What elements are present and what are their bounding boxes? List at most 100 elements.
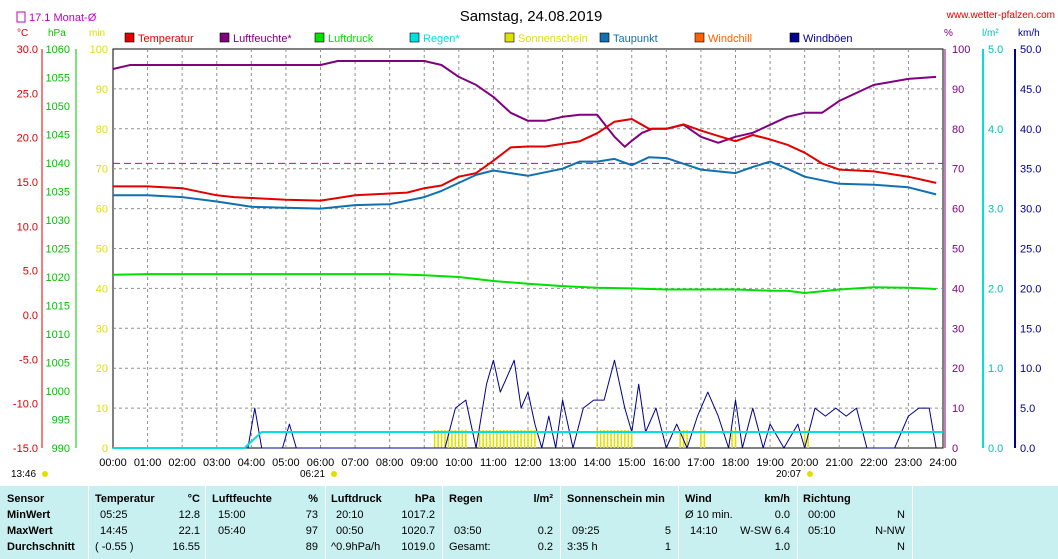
hpa-tick-label: 1050 xyxy=(46,101,70,113)
stats-sun-max-time: 09:25 xyxy=(572,525,600,537)
pct-tick-label: 90 xyxy=(952,84,964,96)
unit-kmh: km/h xyxy=(1018,28,1040,39)
stats-dir-max: N-NW xyxy=(875,525,905,537)
temp-tick-label: -5.0 xyxy=(19,354,38,366)
hpa-tick-label: 1015 xyxy=(46,301,70,313)
stats-dir-avg: N xyxy=(897,541,905,553)
stats-hum-min: 73 xyxy=(305,509,318,521)
stats-temp-avg: 16.55 xyxy=(172,541,200,553)
stats-rain-unit: l/m² xyxy=(533,493,553,505)
legend-label: Temperatur xyxy=(138,33,194,45)
hpa-tick-label: 1045 xyxy=(46,130,70,142)
kmh-tick-label: 30.0 xyxy=(1020,204,1041,216)
hpa-tick-label: 1020 xyxy=(46,272,70,284)
kmh-tick-label: 40.0 xyxy=(1020,124,1041,136)
stats-hum-unit: % xyxy=(308,493,318,505)
stats-temp-max-time: 14:45 xyxy=(100,525,128,537)
x-tick-label: 11:00 xyxy=(480,457,507,469)
stats-press-min-time: 20:10 xyxy=(336,509,364,521)
x-tick-label: 12:00 xyxy=(514,457,542,469)
rain-tick-label: 5.0 xyxy=(988,44,1003,56)
rain-tick-label: 1.0 xyxy=(988,363,1003,375)
site-url[interactable]: www.wetter-pfalzen.com xyxy=(946,10,1055,21)
stats-divider xyxy=(442,486,443,559)
stats-sun-avg: 1 xyxy=(664,541,671,553)
x-tick-label: 10:00 xyxy=(445,457,473,469)
stats-row-max: MaxWert xyxy=(7,525,53,537)
stats-temp-max: 22.1 xyxy=(178,525,200,537)
legend-label: Windchill xyxy=(708,33,752,45)
stats-hum-avg: 89 xyxy=(305,541,318,553)
series-line-temperatur xyxy=(113,118,937,202)
hpa-tick-label: 1025 xyxy=(46,244,70,256)
rain-tick-label: 3.0 xyxy=(988,204,1003,216)
legend-swatch xyxy=(314,32,325,43)
stats-rain-max-time: 03:50 xyxy=(454,525,482,537)
rain-tick-label: 0.0 xyxy=(988,443,1003,455)
series-line-regen xyxy=(113,431,943,449)
stats-hum-max-time: 05:40 xyxy=(218,525,246,537)
x-tick-label: 19:00 xyxy=(756,457,784,469)
temp-tick-label: 15.0 xyxy=(17,177,38,189)
stats-temp-unit: °C xyxy=(187,493,200,505)
legend-label: Regen* xyxy=(423,33,460,45)
kmh-tick-label: 35.0 xyxy=(1020,164,1041,176)
stats-sun-total: 3:35 h xyxy=(567,541,598,553)
hpa-tick-label: 1010 xyxy=(46,329,70,341)
stats-sensor-title: Sensor xyxy=(7,493,45,505)
temp-tick-label: 20.0 xyxy=(17,133,38,145)
hpa-tick-label: 1035 xyxy=(46,187,70,199)
x-tick-label: 17:00 xyxy=(687,457,715,469)
stats-press-max: 1020.7 xyxy=(401,525,435,537)
sun-icon xyxy=(42,471,48,477)
pct-tick-label: 40 xyxy=(952,283,964,295)
min-tick-label: 40 xyxy=(96,283,108,295)
x-tick-label: 20:00 xyxy=(791,457,819,469)
temp-tick-label: -15.0 xyxy=(13,443,38,455)
hpa-tick-label: 1040 xyxy=(46,158,70,170)
stats-divider xyxy=(205,486,206,559)
legend-swatch xyxy=(599,32,610,43)
x-tick-label: 14:00 xyxy=(583,457,611,469)
x-tick-label: 04:00 xyxy=(238,457,266,469)
x-tick-label: 15:00 xyxy=(618,457,646,469)
stats-press-max-time: 00:50 xyxy=(336,525,364,537)
temp-tick-label: 10.0 xyxy=(17,221,38,233)
unit-hpa: hPa xyxy=(48,28,66,39)
month-avg-label: 17.1 Monat-Ø xyxy=(29,12,97,24)
stats-dir-min-time: 00:00 xyxy=(808,509,836,521)
min-tick-label: 90 xyxy=(96,84,108,96)
stats-temp-min: 12.8 xyxy=(178,509,200,521)
stats-sun-title: Sonnenschein min xyxy=(567,493,665,505)
stats-temp-trend: ( -0.55 ) xyxy=(95,541,134,553)
daylight-label: 13:46 xyxy=(11,469,36,480)
pct-tick-label: 50 xyxy=(952,244,964,256)
x-tick-label: 22:00 xyxy=(860,457,888,469)
x-tick-label: 18:00 xyxy=(722,457,750,469)
temp-tick-label: 5.0 xyxy=(23,266,38,278)
stats-row-avg: Durchschnitt xyxy=(7,541,75,553)
series-line-luftfeuchte xyxy=(112,60,937,148)
pct-tick-label: 0 xyxy=(952,443,958,455)
hpa-tick-label: 1005 xyxy=(46,358,70,370)
x-tick-label: 08:00 xyxy=(376,457,404,469)
stats-temp-min-time: 05:25 xyxy=(100,509,128,521)
stats-sun-max: 5 xyxy=(664,525,671,537)
kmh-tick-label: 50.0 xyxy=(1020,44,1041,56)
pct-tick-label: 80 xyxy=(952,124,964,136)
temp-tick-label: 30.0 xyxy=(17,44,38,56)
stats-dir-max-time: 05:10 xyxy=(808,525,836,537)
pct-tick-label: 20 xyxy=(952,363,964,375)
pct-tick-label: 30 xyxy=(952,323,964,335)
legend-label: Luftdruck xyxy=(328,33,374,45)
month-avg-marker xyxy=(16,11,26,23)
x-tick-label: 02:00 xyxy=(168,457,196,469)
stats-divider xyxy=(797,486,798,559)
hpa-tick-label: 1055 xyxy=(46,73,70,85)
x-tick-label: 06:00 xyxy=(307,457,335,469)
series-line-taupunkt xyxy=(113,156,937,210)
pct-tick-label: 70 xyxy=(952,164,964,176)
min-tick-label: 10 xyxy=(96,403,108,415)
min-tick-label: 50 xyxy=(96,244,108,256)
pct-tick-label: 10 xyxy=(952,403,964,415)
